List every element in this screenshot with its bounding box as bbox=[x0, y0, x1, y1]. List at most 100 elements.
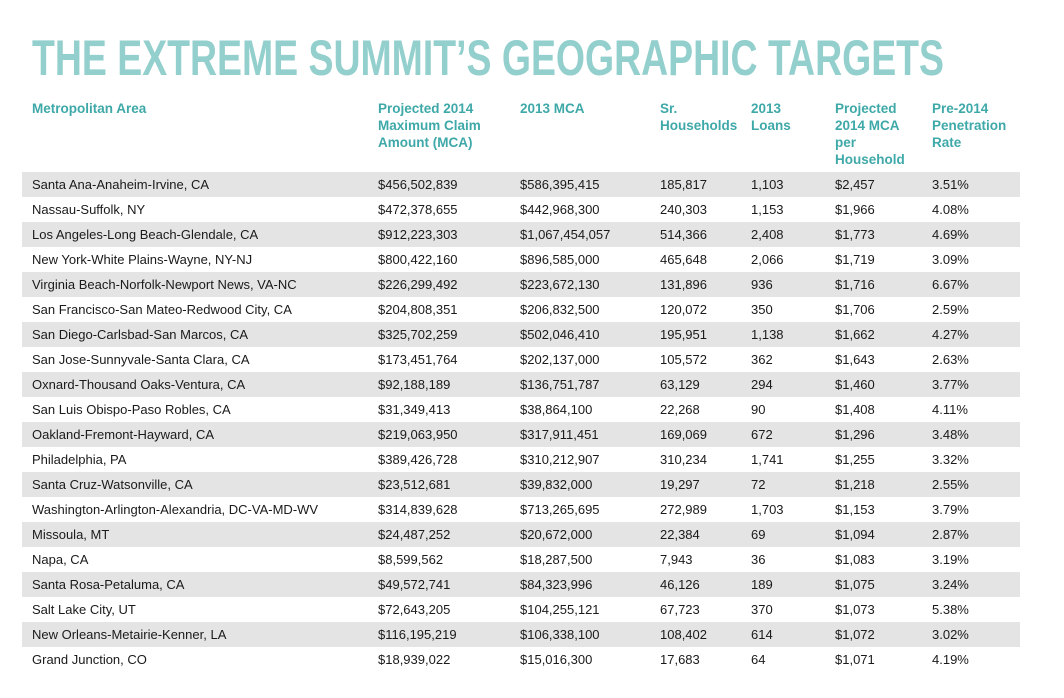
table-cell: $502,046,410 bbox=[520, 327, 600, 342]
table-cell: $1,083 bbox=[835, 552, 875, 567]
table-cell: $1,716 bbox=[835, 277, 875, 292]
table-cell: San Francisco-San Mateo-Redwood City, CA bbox=[32, 302, 292, 317]
table-cell: 195,951 bbox=[660, 327, 707, 342]
table-cell: 6.67% bbox=[932, 277, 969, 292]
table-row: Washington-Arlington-Alexandria, DC-VA-M… bbox=[22, 497, 1020, 522]
table-cell: $8,599,562 bbox=[378, 552, 444, 567]
table-row: New Orleans-Metairie-Kenner, LA $116,195,… bbox=[22, 622, 1020, 647]
table-cell: Oakland-Fremont-Hayward, CA bbox=[32, 427, 215, 442]
table-cell: $1,072 bbox=[835, 627, 875, 642]
table-cell: $1,966 bbox=[835, 202, 875, 217]
table-cell: Oxnard-Thousand Oaks-Ventura, CA bbox=[32, 377, 246, 392]
table-row: Oakland-Fremont-Hayward, CA $219,063,950 $… bbox=[22, 422, 1020, 447]
table-cell: $38,864,100 bbox=[520, 402, 593, 417]
column-header: Pre-2014 Penetration Rate bbox=[932, 101, 1007, 150]
table-row: San Luis Obispo-Paso Robles, CA $31,349,4… bbox=[22, 397, 1020, 422]
table-cell: 63,129 bbox=[660, 377, 700, 392]
table-cell: 7,943 bbox=[660, 552, 693, 567]
table-cell: 64 bbox=[751, 652, 766, 667]
column-header: 2013 Loans bbox=[751, 101, 791, 133]
table-cell: $1,094 bbox=[835, 527, 875, 542]
table-cell: $206,832,500 bbox=[520, 302, 600, 317]
table-row: Santa Ana-Anaheim-Irvine, CA $456,502,839… bbox=[22, 172, 1020, 197]
table-cell: 3.51% bbox=[932, 177, 969, 192]
table-cell: 3.19% bbox=[932, 552, 969, 567]
table-cell: Grand Junction, CO bbox=[32, 652, 147, 667]
table-cell: 22,384 bbox=[660, 527, 700, 542]
table-cell: $310,212,907 bbox=[520, 452, 600, 467]
table-cell: New Orleans-Metairie-Kenner, LA bbox=[32, 627, 227, 642]
table-cell: $1,075 bbox=[835, 577, 875, 592]
table-row: Grand Junction, CO $18,939,022 $15,016,300… bbox=[22, 647, 1020, 672]
table-cell: 69 bbox=[751, 527, 766, 542]
table-cell: San Luis Obispo-Paso Robles, CA bbox=[32, 402, 231, 417]
table-row: San Francisco-San Mateo-Redwood City, CA… bbox=[22, 297, 1020, 322]
table-cell: $325,702,259 bbox=[378, 327, 458, 342]
table-cell: 4.27% bbox=[932, 327, 969, 342]
table-cell: 294 bbox=[751, 377, 773, 392]
table-row: Virginia Beach-Norfolk-Newport News, VA-… bbox=[22, 272, 1020, 297]
table-cell: 46,126 bbox=[660, 577, 700, 592]
table-cell: $800,422,160 bbox=[378, 252, 458, 267]
table-cell: 2.59% bbox=[932, 302, 969, 317]
table-cell: $31,349,413 bbox=[378, 402, 451, 417]
table-cell: Missoula, MT bbox=[32, 527, 110, 542]
table-cell: 72 bbox=[751, 477, 766, 492]
table-cell: $472,378,655 bbox=[378, 202, 458, 217]
table-cell: 272,989 bbox=[660, 502, 707, 517]
table-cell: $314,839,628 bbox=[378, 502, 458, 517]
table-cell: 19,297 bbox=[660, 477, 700, 492]
table-cell: 2.63% bbox=[932, 352, 969, 367]
column-header: Sr. Households bbox=[660, 101, 738, 133]
table-row: New York-White Plains-Wayne, NY-NJ $800,4… bbox=[22, 247, 1020, 272]
table-cell: Napa, CA bbox=[32, 552, 89, 567]
table-cell: 67,723 bbox=[660, 602, 700, 617]
table-cell: 4.08% bbox=[932, 202, 969, 217]
table-cell: Los Angeles-Long Beach-Glendale, CA bbox=[32, 227, 259, 242]
table-cell: 672 bbox=[751, 427, 773, 442]
table-cell: 240,303 bbox=[660, 202, 707, 217]
table-cell: $1,460 bbox=[835, 377, 875, 392]
table-cell: $1,071 bbox=[835, 652, 875, 667]
table-cell: 189 bbox=[751, 577, 773, 592]
table-cell: $18,287,500 bbox=[520, 552, 593, 567]
table-cell: 2.87% bbox=[932, 527, 969, 542]
table-cell: $456,502,839 bbox=[378, 177, 458, 192]
table-cell: $23,512,681 bbox=[378, 477, 451, 492]
table-cell: $1,296 bbox=[835, 427, 875, 442]
table-row: Nassau-Suffolk, NY $472,378,655 $442,968,3… bbox=[22, 197, 1020, 222]
table-cell: $18,939,022 bbox=[378, 652, 451, 667]
table-cell: 3.24% bbox=[932, 577, 969, 592]
table-cell: Santa Cruz-Watsonville, CA bbox=[32, 477, 193, 492]
table-cell: $442,968,300 bbox=[520, 202, 600, 217]
table-cell: 1,153 bbox=[751, 202, 784, 217]
table-cell: $136,751,787 bbox=[520, 377, 600, 392]
table-cell: 310,234 bbox=[660, 452, 707, 467]
table-cell: 4.11% bbox=[932, 402, 968, 417]
page-title: THE EXTREME SUMMIT’S GEOGRAPHIC TARGETS bbox=[32, 30, 944, 86]
table-cell: $1,706 bbox=[835, 302, 875, 317]
title-area: THE EXTREME SUMMIT’S GEOGRAPHIC TARGETS bbox=[32, 30, 944, 86]
table-cell: Nassau-Suffolk, NY bbox=[32, 202, 146, 217]
table-cell: $72,643,205 bbox=[378, 602, 451, 617]
table-cell: $1,218 bbox=[835, 477, 875, 492]
table-cell: $713,265,695 bbox=[520, 502, 600, 517]
table-cell: $20,672,000 bbox=[520, 527, 593, 542]
table-row: Los Angeles-Long Beach-Glendale, CA $912,… bbox=[22, 222, 1020, 247]
table-cell: 1,138 bbox=[751, 327, 784, 342]
table-cell: 1,741 bbox=[751, 452, 784, 467]
table-cell: $204,808,351 bbox=[378, 302, 458, 317]
table-cell: 36 bbox=[751, 552, 766, 567]
table-cell: 3.77% bbox=[932, 377, 969, 392]
table-cell: Washington-Arlington-Alexandria, DC-VA-M… bbox=[32, 502, 319, 517]
table-cell: Santa Rosa-Petaluma, CA bbox=[32, 577, 185, 592]
table-cell: $1,255 bbox=[835, 452, 875, 467]
table-cell: $223,672,130 bbox=[520, 277, 600, 292]
table-cell: $586,395,415 bbox=[520, 177, 600, 192]
table-cell: 2.55% bbox=[932, 477, 969, 492]
table-cell: 4.19% bbox=[932, 652, 969, 667]
table-cell: San Jose-Sunnyvale-Santa Clara, CA bbox=[32, 352, 250, 367]
table-cell: 169,069 bbox=[660, 427, 707, 442]
table-cell: $1,153 bbox=[835, 502, 875, 517]
table-cell: $1,408 bbox=[835, 402, 875, 417]
